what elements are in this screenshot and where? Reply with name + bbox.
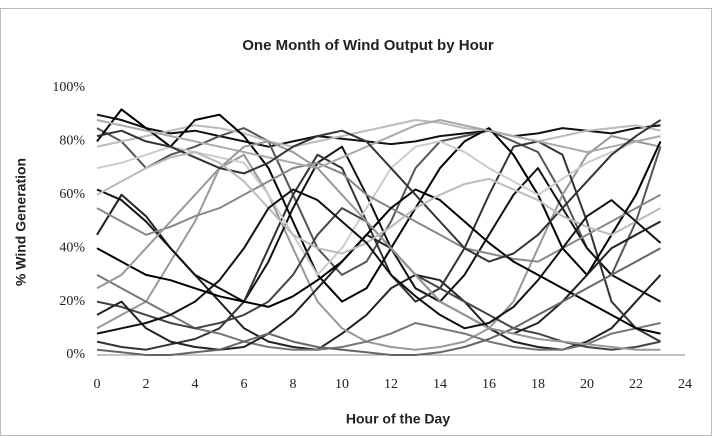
x-tick-label: 24 xyxy=(678,377,692,392)
series-line xyxy=(96,274,661,351)
series-line xyxy=(96,188,662,335)
y-tick-label: 100% xyxy=(52,80,85,95)
series-line xyxy=(96,135,661,276)
series-line xyxy=(96,113,661,148)
x-tick-label: 12 xyxy=(384,377,398,392)
series-line xyxy=(96,140,661,351)
series-line xyxy=(96,119,662,263)
y-tick-label: 40% xyxy=(59,240,85,255)
x-tick-label: 20 xyxy=(580,377,594,392)
y-tick-label: 80% xyxy=(59,134,85,149)
series-line xyxy=(96,119,661,148)
series-line xyxy=(96,161,661,263)
y-axis-title: % Wind Generation xyxy=(13,158,29,286)
y-tick-label: 60% xyxy=(59,187,85,202)
series-line xyxy=(96,188,661,335)
x-tick-label: 10 xyxy=(335,377,349,392)
chart-frame xyxy=(0,8,712,436)
series-line xyxy=(96,108,662,303)
y-tick-label: 0% xyxy=(66,347,85,362)
x-tick-label: 0 xyxy=(94,377,101,392)
x-tick-label: 22 xyxy=(629,377,643,392)
series-line xyxy=(96,247,661,356)
series-line xyxy=(96,220,661,351)
x-tick-label: 4 xyxy=(192,377,199,392)
series-line xyxy=(96,135,661,351)
x-tick-label: 8 xyxy=(290,377,297,392)
chart-title: One Month of Wind Output by Hour xyxy=(242,37,494,54)
x-tick-label: 14 xyxy=(433,377,447,392)
x-axis-title: Hour of the Day xyxy=(346,411,450,427)
x-tick-label: 2 xyxy=(143,377,150,392)
x-tick-label: 16 xyxy=(482,377,496,392)
x-tick-label: 18 xyxy=(531,377,545,392)
x-tick-label: 6 xyxy=(241,377,248,392)
y-tick-label: 20% xyxy=(59,294,85,309)
series-line xyxy=(96,151,661,255)
series-line xyxy=(96,193,662,351)
series-line xyxy=(96,119,661,170)
